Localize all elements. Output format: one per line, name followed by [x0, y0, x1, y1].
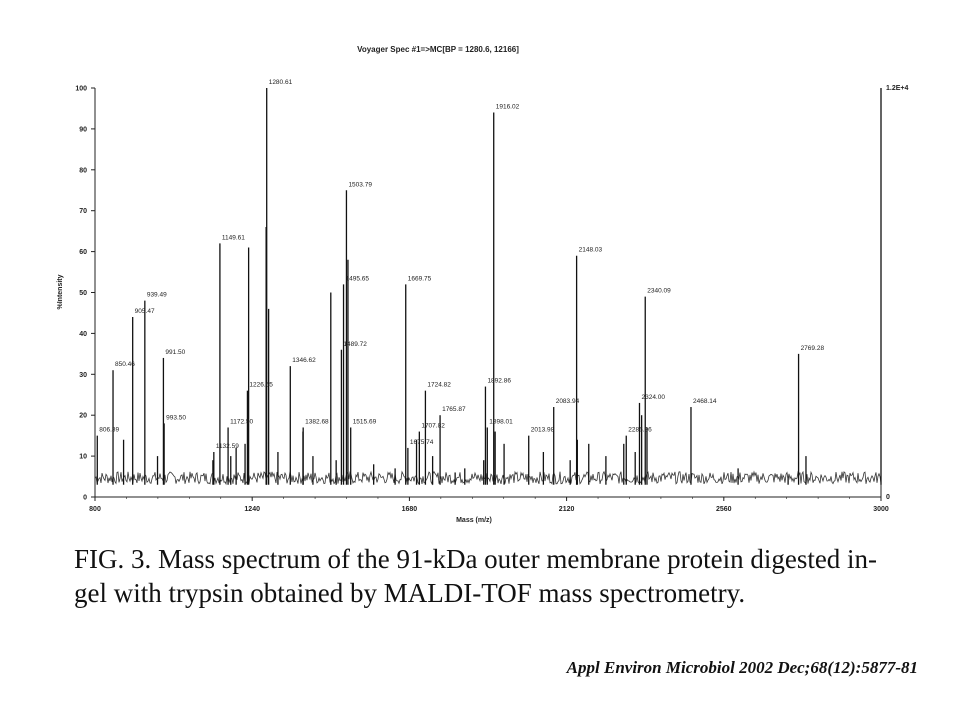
peak-label: 1226.65: [249, 382, 273, 389]
peak-label: 1669.75: [408, 275, 432, 282]
peak-label: 2324.00: [641, 394, 665, 401]
peak-label: 2013.98: [531, 427, 555, 434]
peak-label: 2083.94: [556, 398, 580, 405]
peak-label: 1382.68: [305, 418, 329, 425]
baseline-noise: [94, 470, 882, 486]
x-axis-label: Mass (m/z): [456, 517, 492, 524]
peak-label: 1172.50: [230, 418, 253, 425]
peak-label: 1765.87: [442, 406, 466, 413]
peak-label: 1489.72: [343, 341, 367, 348]
peak-label: 806.39: [99, 427, 119, 434]
y-tick-label: 70: [79, 208, 87, 215]
peak-label: 1892.86: [487, 378, 511, 385]
peak-label: 2286.96: [628, 427, 652, 434]
peak-label: 1503.79: [348, 181, 372, 188]
peak-label: 2340.09: [647, 288, 671, 295]
peak-label: 1898.01: [489, 418, 513, 425]
figure-caption: FIG. 3. Mass spectrum of the 91-kDa oute…: [74, 544, 878, 608]
right-axis-bottom-label: 0: [886, 494, 890, 501]
peak-label: 2148.03: [579, 247, 603, 254]
peak-label: 993.50: [166, 414, 186, 421]
peak-label: 1495.65: [346, 275, 370, 282]
x-tick-label: 800: [89, 506, 101, 513]
mass-spectrum-chart: Voyager Spec #1=>MC[BP = 1280.6, 12166] …: [57, 45, 908, 524]
peak-label: 1916.02: [496, 104, 520, 111]
peak-labels: 806.39 850.46 905.47 939.49 991.50 993.50 1132…: [99, 79, 824, 450]
peak-label: 1149.61: [222, 234, 245, 241]
y-tick-label: 60: [79, 249, 87, 256]
peak-label: 1515.69: [353, 418, 377, 425]
peak-label: 1724.82: [427, 382, 451, 389]
y-axis-label: %Intensity: [57, 274, 64, 309]
y-tick-label: 30: [79, 372, 87, 379]
y-tick-label: 20: [79, 413, 87, 420]
chart-title: Voyager Spec #1=>MC[BP = 1280.6, 12166]: [357, 45, 519, 54]
peak-label: 1132.59: [216, 443, 239, 450]
axis-ticks: 0 10 20 30 40 50 60 70 80 90 100 800 1240 1680 2120 256…: [75, 86, 889, 514]
x-tick-label: 1240: [244, 506, 260, 513]
noise-trace: [94, 470, 882, 486]
peak-label: 939.49: [147, 292, 167, 299]
peak-label: 1280.61: [269, 79, 293, 86]
peak-label: 2468.14: [693, 398, 717, 405]
peak-label: 991.50: [165, 349, 185, 356]
citation: Appl Environ Microbiol 2002 Dec;68(12):5…: [566, 658, 918, 677]
peak-label: 1346.62: [292, 357, 316, 364]
peak-label: 2769.28: [801, 345, 825, 352]
y-tick-label: 90: [79, 126, 87, 133]
y-tick-label: 80: [79, 167, 87, 174]
y-tick-label: 50: [79, 290, 87, 297]
right-axis-top-label: 1.2E+4: [886, 85, 908, 92]
y-tick-label: 0: [83, 495, 87, 502]
peak-label: 1707.82: [421, 423, 445, 430]
x-tick-label: 3000: [873, 506, 889, 513]
peak-label: 1675.74: [410, 439, 434, 446]
x-tick-label: 2120: [559, 506, 575, 513]
peak-label: 850.46: [115, 361, 135, 368]
y-tick-label: 10: [79, 454, 87, 461]
y-tick-label: 40: [79, 331, 87, 338]
x-tick-label: 1680: [402, 506, 418, 513]
x-tick-label: 2560: [716, 506, 732, 513]
y-tick-label: 100: [75, 86, 87, 93]
peak-label: 905.47: [135, 308, 155, 315]
peaks: [96, 88, 882, 485]
